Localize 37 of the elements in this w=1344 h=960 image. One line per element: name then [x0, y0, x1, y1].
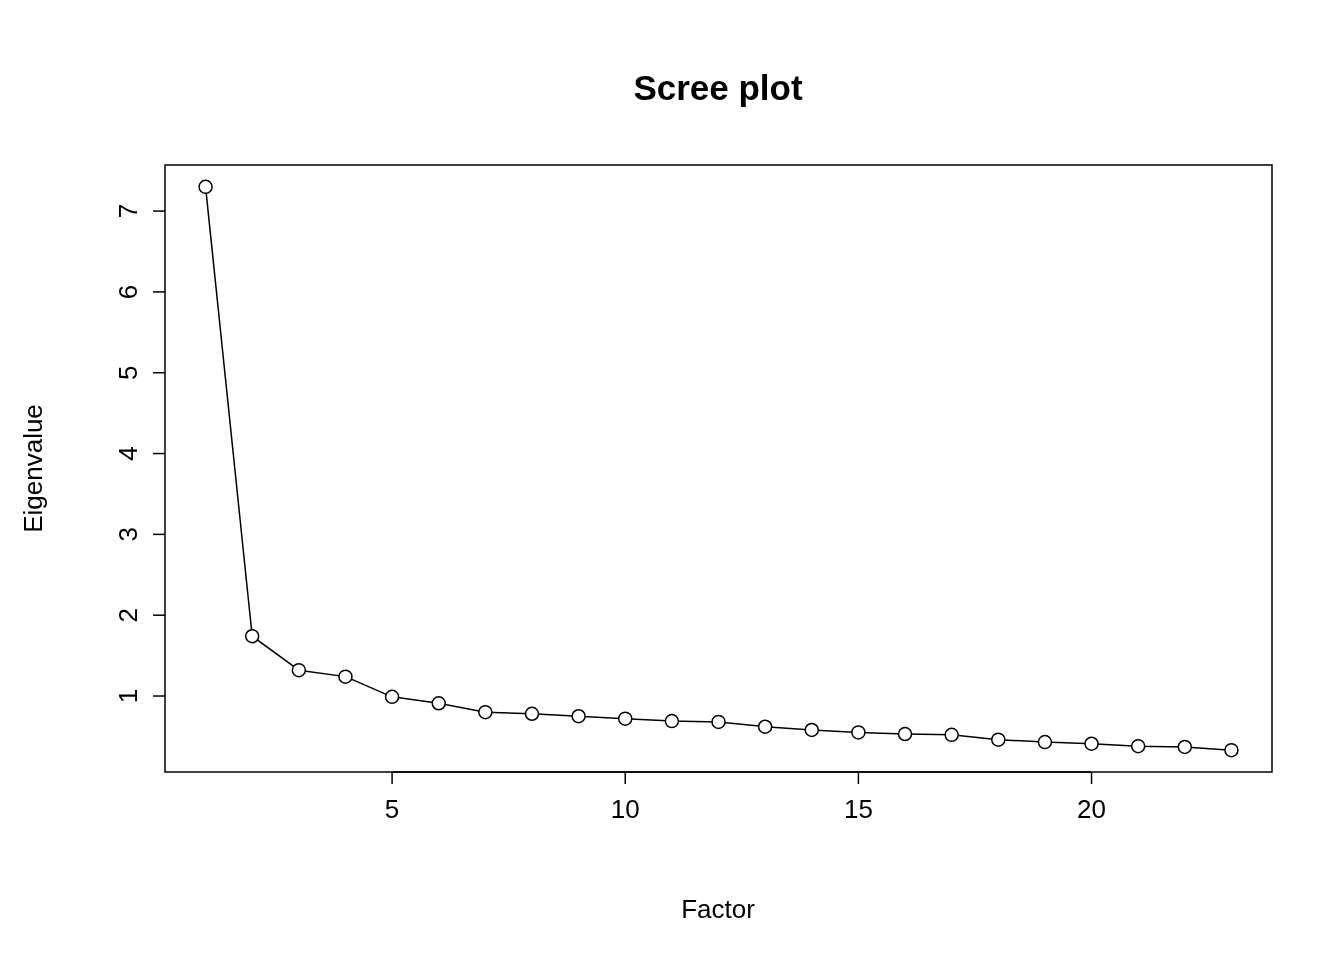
point	[198, 179, 213, 195]
y-tick-label: 7	[113, 203, 143, 219]
point	[478, 704, 493, 720]
y-tick-label: 1	[113, 688, 143, 704]
point	[571, 708, 586, 724]
y-tick-label: 4	[113, 446, 143, 461]
point	[757, 719, 773, 734]
point	[1130, 738, 1146, 754]
point	[1084, 736, 1099, 751]
x-tick-label: 15	[843, 794, 873, 824]
x-tick-label: 10	[610, 794, 640, 824]
point	[338, 669, 353, 684]
point	[1037, 734, 1053, 750]
point	[617, 711, 633, 726]
point	[711, 714, 726, 730]
point	[1224, 742, 1239, 758]
x-tick-label: 5	[384, 794, 400, 824]
point	[1177, 739, 1193, 755]
point	[291, 662, 307, 678]
point	[431, 696, 446, 711]
point	[664, 713, 680, 729]
point	[897, 726, 913, 742]
y-tick-label: 6	[113, 284, 143, 300]
y-tick-label: 3	[113, 527, 143, 542]
point	[944, 727, 959, 743]
y-tick-label: 2	[113, 607, 143, 623]
x-tick-label: 20	[1077, 794, 1106, 824]
point	[524, 706, 540, 722]
point	[991, 732, 1006, 747]
point	[804, 722, 820, 738]
chart-title: Scree plot	[633, 68, 803, 107]
y-axis-title: Eigenvalue	[18, 404, 48, 533]
y-tick-label: 5	[113, 365, 143, 380]
x-axis-title: Factor	[681, 894, 756, 924]
point	[244, 628, 260, 644]
point	[851, 725, 866, 740]
point	[384, 689, 400, 705]
